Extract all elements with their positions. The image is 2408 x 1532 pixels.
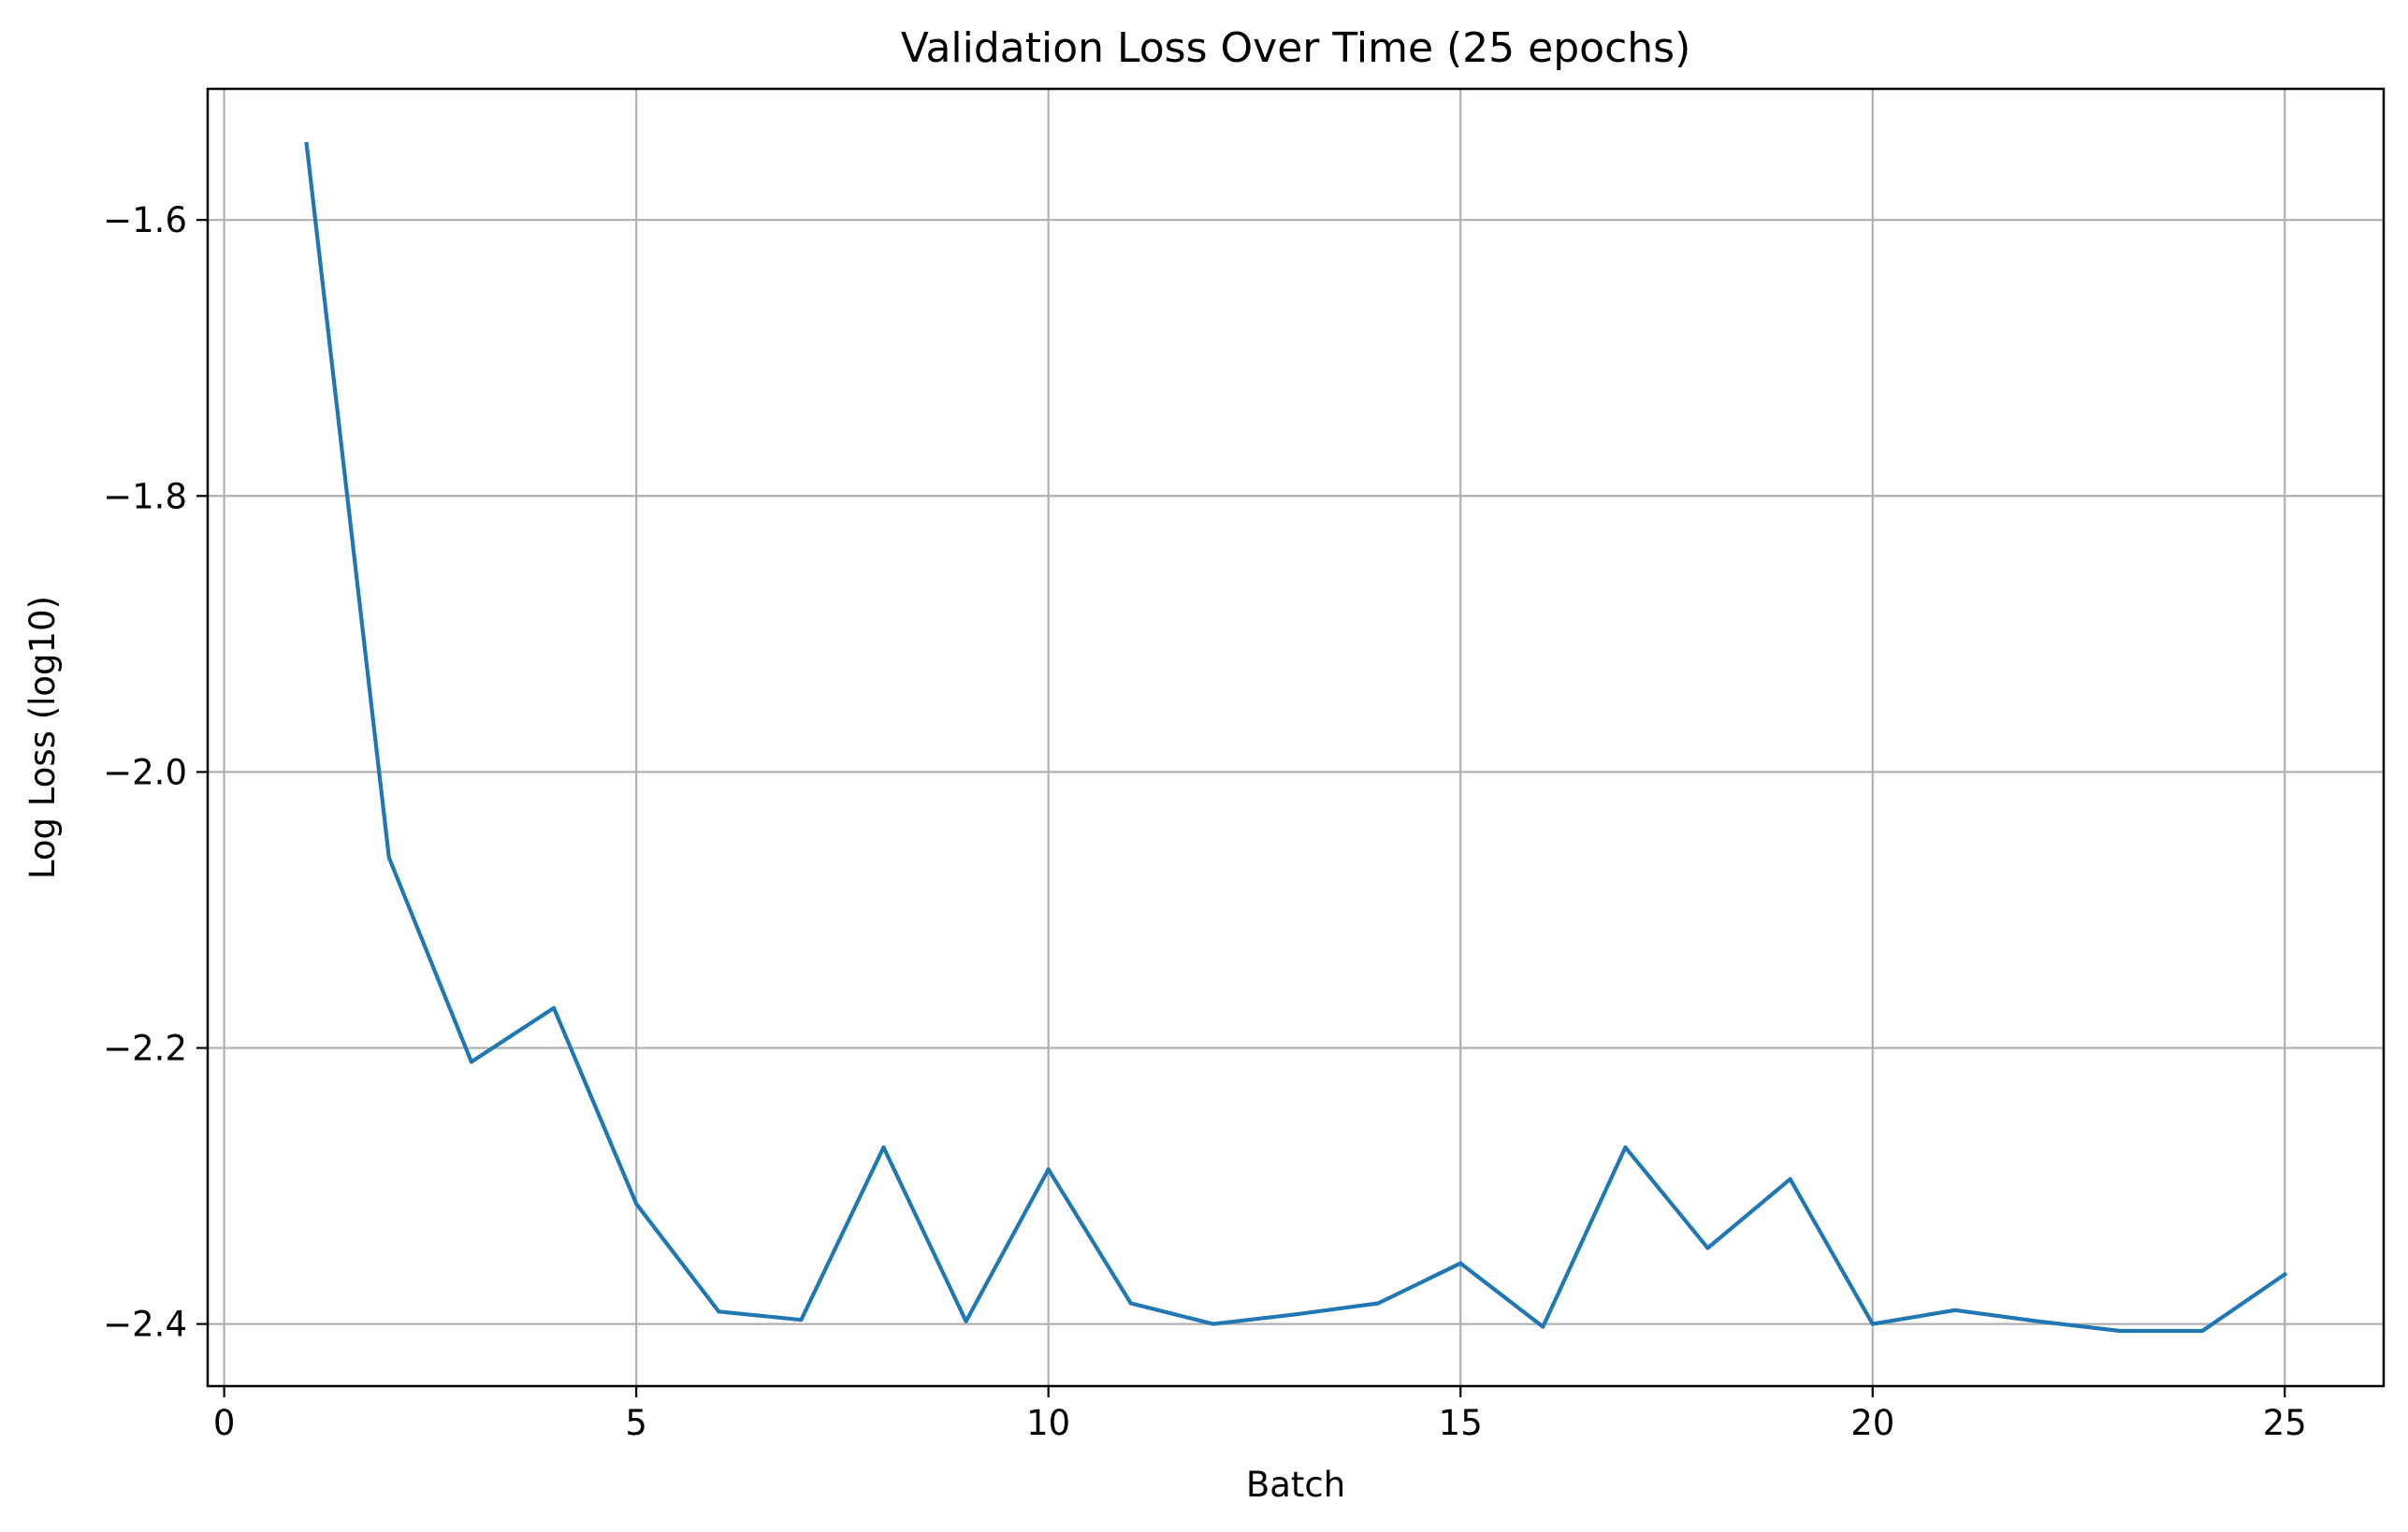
x-tick-label: 10: [1026, 1403, 1070, 1443]
y-tick-label: −2.0: [103, 752, 187, 792]
x-axis-label: Batch: [1246, 1465, 1345, 1505]
data-point: [2118, 1328, 2123, 1333]
y-axis-label: Log Loss (log10): [22, 596, 63, 879]
data-point: [2200, 1328, 2205, 1333]
tick-layer: 0 5 10 15 20 25 −1.6 −1.8 −2.0 −2.2 −2.4: [103, 200, 2307, 1443]
x-tick-label: 0: [213, 1403, 236, 1443]
y-tick-label: −1.6: [103, 200, 187, 240]
data-point: [1211, 1322, 1215, 1326]
y-tick-label: −2.2: [103, 1028, 187, 1068]
data-point: [1294, 1312, 1298, 1317]
y-tick-label: −1.8: [103, 476, 187, 516]
data-point: [2283, 1272, 2287, 1277]
data-point: [1870, 1322, 1875, 1326]
y-tick-label: −2.4: [103, 1305, 187, 1345]
data-point: [1046, 1167, 1051, 1172]
data-point: [1376, 1301, 1381, 1306]
data-point: [1458, 1261, 1463, 1265]
data-point: [1128, 1301, 1133, 1306]
data-point: [964, 1319, 968, 1323]
data-point: [2035, 1319, 2039, 1323]
data-point: [1541, 1324, 1545, 1329]
data-point: [881, 1145, 886, 1149]
data-point: [386, 855, 391, 860]
data-point: [469, 1060, 473, 1064]
data-point: [1788, 1177, 1792, 1181]
data-point: [1623, 1145, 1628, 1149]
grid-layer: [208, 89, 2384, 1386]
data-point: [799, 1318, 804, 1322]
x-tick-label: 15: [1439, 1403, 1483, 1443]
x-tick-label: 5: [625, 1403, 647, 1443]
x-tick-label: 20: [1850, 1403, 1894, 1443]
x-tick-label: 25: [2263, 1403, 2307, 1443]
data-point: [552, 1005, 557, 1010]
series-layer: [304, 141, 2288, 1334]
plot-area: [208, 89, 2384, 1386]
plot-frame: [206, 87, 2386, 1388]
data-point: [1952, 1308, 1957, 1312]
data-point: [304, 142, 309, 147]
data-point: [634, 1202, 639, 1207]
chart-title: Validation Loss Over Time (25 epochs): [901, 24, 1690, 72]
data-point: [717, 1309, 721, 1314]
data-point: [1705, 1246, 1710, 1250]
